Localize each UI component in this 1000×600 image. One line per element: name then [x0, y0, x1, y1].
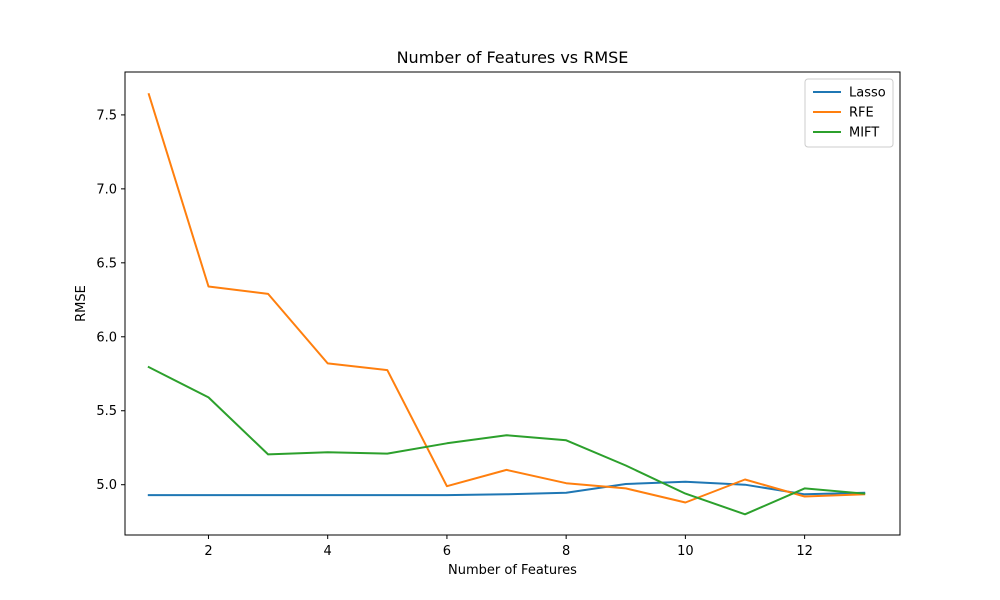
legend-label-mift: MIFT: [849, 126, 879, 141]
y-tick-label: 7.5: [96, 108, 117, 123]
x-axis-label: Number of Features: [448, 563, 577, 578]
series-line-rfe: [147, 92, 866, 504]
y-tick-label: 7.0: [96, 182, 117, 197]
x-tick-label: 12: [796, 544, 813, 559]
y-tick-label: 5.0: [96, 478, 117, 493]
legend-label-lasso: Lasso: [849, 86, 886, 101]
chart-title: Number of Features vs RMSE: [397, 48, 629, 67]
legend: Lasso RFE MIFT: [804, 78, 894, 148]
x-tick-label: 8: [562, 544, 570, 559]
x-tick-label: 6: [443, 544, 451, 559]
x-tick-label: 2: [204, 544, 212, 559]
y-tick-label: 6.0: [96, 330, 117, 345]
series-lines: [147, 92, 866, 516]
series-line-mift: [147, 365, 866, 516]
x-tick-label: 4: [324, 544, 332, 559]
y-tick-label: 6.5: [96, 256, 117, 271]
x-axis: 2 4 6 8 10 12: [204, 535, 813, 559]
y-axis-label: RMSE: [74, 285, 89, 322]
y-axis: 5.0 5.5 6.0 6.5 7.0 7.5: [96, 108, 125, 493]
plot-frame: [124, 71, 901, 536]
legend-box: [804, 78, 894, 148]
legend-label-rfe: RFE: [849, 106, 874, 121]
x-tick-label: 10: [677, 544, 694, 559]
y-tick-label: 5.5: [96, 404, 117, 419]
series-line-lasso: [147, 480, 866, 497]
